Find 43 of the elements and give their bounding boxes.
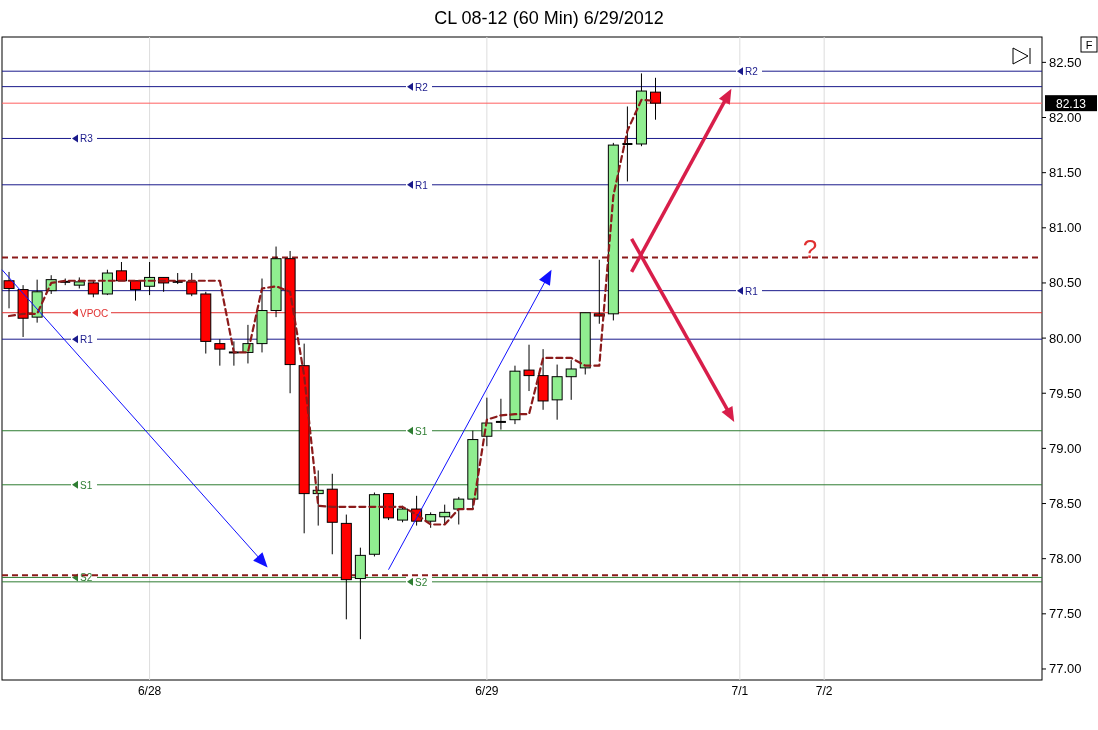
candlestick <box>593 259 605 325</box>
ref-line-label: S2 <box>80 572 93 584</box>
candlestick <box>453 496 465 525</box>
text: F <box>1085 39 1093 51</box>
y-tick-label: 80.50 <box>1049 275 1082 291</box>
x-tick-label: 7/1 <box>731 684 749 698</box>
candlestick <box>186 272 198 297</box>
y-tick-label: 79.00 <box>1049 440 1082 456</box>
x-tick-label: 7/2 <box>815 684 833 698</box>
candlestick <box>621 105 634 182</box>
y-tick-label: 81.00 <box>1049 220 1082 236</box>
y-tick-label: 82.50 <box>1049 54 1082 70</box>
y-tick-label: 79.50 <box>1049 385 1082 401</box>
ref-line-label: R2 <box>415 81 429 93</box>
ref-line-label: R1 <box>80 334 94 346</box>
y-tick-label: 81.50 <box>1049 165 1082 181</box>
candlestick <box>650 77 662 121</box>
ref-line-label: S1 <box>80 479 93 491</box>
candlestick <box>439 504 451 525</box>
candlestick <box>565 359 577 401</box>
candlestick <box>494 398 507 431</box>
y-tick-label: 78.00 <box>1049 551 1082 567</box>
ref-line-label: R1 <box>745 285 759 297</box>
candlestick <box>101 269 113 296</box>
candlestick <box>551 364 563 421</box>
candlestick <box>214 338 226 367</box>
x-tick-label: 6/28 <box>137 684 162 698</box>
y-tick-label: 80.00 <box>1049 330 1082 346</box>
ref-line-label: VPOC <box>80 307 109 319</box>
ref-line-label: 82.13 <box>1055 96 1087 111</box>
ref-line-label: S2 <box>415 576 428 588</box>
candlestick <box>354 547 366 640</box>
candlestick <box>523 344 535 392</box>
ref-line-label: R2 <box>745 66 759 78</box>
y-tick-label: 82.00 <box>1049 110 1082 126</box>
y-tick-label: 77.50 <box>1049 606 1082 622</box>
ref-line-label: R1 <box>415 179 429 191</box>
x-tick-label: 6/29 <box>475 684 499 698</box>
ref-line-label: S1 <box>415 425 428 437</box>
ref-line-label: R3 <box>80 133 94 145</box>
chart-title: CL 08-12 (60 Min) 6/29/2012 <box>434 8 664 28</box>
y-tick-label: 78.50 <box>1049 496 1082 512</box>
y-tick-label: 77.00 <box>1049 661 1082 677</box>
